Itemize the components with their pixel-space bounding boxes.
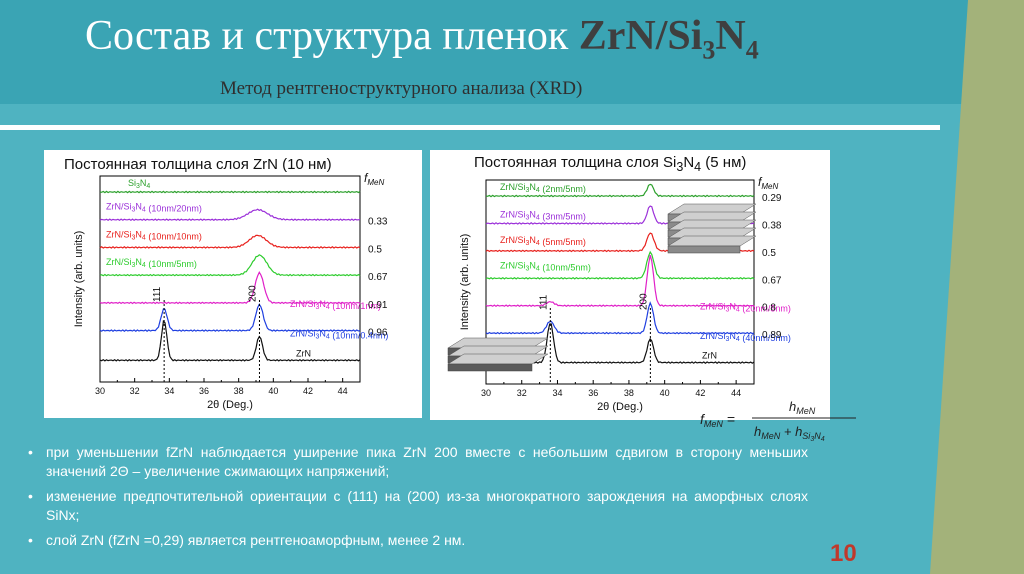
curve-label: ZrN/Si3N4 (10nm/5nm)	[500, 260, 591, 272]
xrd-curve	[485, 301, 755, 335]
curve-label: ZrN/Si3N4 (40nm/5nm)	[700, 331, 791, 343]
page-subtitle: Метод рентгеноструктурного анализа (XRD)	[220, 78, 583, 99]
multilayer-stack-illustration	[667, 203, 757, 254]
fmen-value: 0.96	[368, 328, 388, 339]
xrd-curve	[99, 254, 361, 277]
peak-111-label: 111	[538, 294, 549, 310]
fmen-header: fMeN	[758, 175, 778, 191]
x-tick-label: 42	[695, 388, 705, 398]
x-tick-label: 40	[660, 388, 670, 398]
peak-200-label: 200	[638, 293, 649, 310]
x-tick-label: 30	[481, 388, 491, 398]
xrd-curve	[485, 183, 755, 198]
page-number: 10	[830, 540, 857, 567]
x-tick-label: 34	[164, 386, 174, 396]
fmen-value: 0.5	[368, 244, 382, 255]
curve-label: ZrN	[702, 351, 717, 361]
x-tick-label: 32	[130, 386, 140, 396]
curve-label: ZrN/Si3N4 (20nm/5nm)	[700, 302, 791, 314]
x-axis-label: 2θ (Deg.)	[207, 399, 253, 411]
title-band	[0, 0, 968, 104]
title-underline	[0, 125, 940, 130]
fmen-value: 0.5	[762, 248, 776, 259]
y-axis-label: Intensity (arb. units)	[459, 234, 471, 331]
xrd-curve	[99, 234, 361, 249]
xrd-curve	[485, 255, 755, 308]
right-xrd-chart: 30 32 34 36 38 40 42 44 2θ (Deg.) Intensity (arb.…	[447, 175, 791, 413]
x-tick-label: 32	[517, 388, 527, 398]
peak-200-label: 200	[247, 285, 258, 302]
fmen-value: 0.89	[762, 330, 782, 341]
xrd-curve	[99, 190, 361, 194]
x-tick-label: 36	[199, 386, 209, 396]
x-tick-label: 38	[624, 388, 634, 398]
peak-111-label: 111	[152, 286, 163, 302]
curve-label: ZrN/Si3N4 (10nm/10nm)	[106, 229, 202, 241]
x-tick-label: 40	[268, 386, 278, 396]
fmen-value: 0.38	[762, 220, 782, 231]
page-title: Состав и структура пленок ZrN/Si3N4	[85, 12, 759, 65]
left-xrd-chart: 30 32 34 36 38 40 42 44 2θ (Deg.) Intensity (arb.…	[73, 171, 388, 411]
curve-label: ZrN/Si3N4 (3nm/5nm)	[500, 209, 586, 221]
curve-label: ZrN/Si3N4 (10nm/0.4nm)	[290, 329, 388, 341]
curve-label: ZrN/Si3N4 (10nm/5nm)	[106, 257, 197, 269]
xrd-curve	[99, 271, 361, 305]
left-chart-title: Постоянная толщина слоя ZrN (10 нм)	[64, 156, 332, 173]
x-axis-label: 2θ (Deg.)	[597, 401, 643, 413]
finding-item: изменение предпочтительной ориентации с …	[28, 487, 808, 525]
x-tick-label: 30	[95, 386, 105, 396]
xrd-curve	[99, 208, 361, 222]
x-tick-label: 44	[338, 386, 348, 396]
multilayer-stack-illustration	[447, 337, 549, 372]
curve-label: ZrN	[296, 348, 311, 358]
xrd-curve	[99, 303, 361, 332]
sidebar-accent	[968, 0, 1024, 574]
formula-denominator: hMeN + hSi3N4	[754, 424, 825, 442]
right-chart-panel: Постоянная толщина слоя Si3N4 (5 нм) 30 3…	[430, 150, 830, 420]
x-tick-label: 44	[731, 388, 741, 398]
curve-label: ZrN/Si3N4 (2nm/5nm)	[500, 182, 586, 194]
finding-item: слой ZrN (fZrN =0,29) является рентгеноа…	[28, 531, 808, 550]
x-tick-label: 34	[552, 388, 562, 398]
x-tick-label: 38	[234, 386, 244, 396]
findings-list: при уменьшении fZrN наблюдается уширение…	[28, 443, 808, 556]
fmen-value: 0.67	[368, 272, 388, 283]
fmen-formula: fMeN = hMeN hMeN + hSi3N4	[700, 399, 856, 442]
formula-numerator: hMeN	[789, 399, 816, 416]
finding-item: при уменьшении fZrN наблюдается уширение…	[28, 443, 808, 481]
right-chart-title: Постоянная толщина слоя Si3N4 (5 нм)	[474, 154, 747, 174]
y-axis-label: Intensity (arb. units)	[73, 231, 85, 328]
x-tick-label: 42	[303, 386, 313, 396]
xrd-curve	[99, 320, 361, 362]
fmen-value: 0.29	[762, 193, 782, 204]
fmen-value: 0.8	[762, 303, 776, 314]
curve-label: ZrN/Si3N4 (10nm/1nm)	[290, 299, 381, 311]
title-text: Состав и структура пленок	[85, 13, 569, 59]
fmen-value: 0.91	[368, 300, 388, 311]
left-chart-panel: Постоянная толщина слоя ZrN (10 нм) 30 32…	[44, 150, 422, 418]
curve-label: ZrN/Si3N4 (10nm/20nm)	[106, 202, 202, 214]
fmen-value: 0.67	[762, 275, 782, 286]
curve-label: Si3N4	[128, 178, 150, 190]
xrd-curve	[485, 250, 755, 280]
formula-lhs: fMeN =	[700, 411, 735, 429]
fmen-header: fMeN	[364, 171, 384, 187]
fmen-value: 0.33	[368, 217, 388, 228]
title-formula: ZrN/Si3N4	[578, 13, 759, 65]
curve-label: ZrN/Si3N4 (5nm/5nm)	[500, 235, 586, 247]
x-tick-label: 36	[588, 388, 598, 398]
